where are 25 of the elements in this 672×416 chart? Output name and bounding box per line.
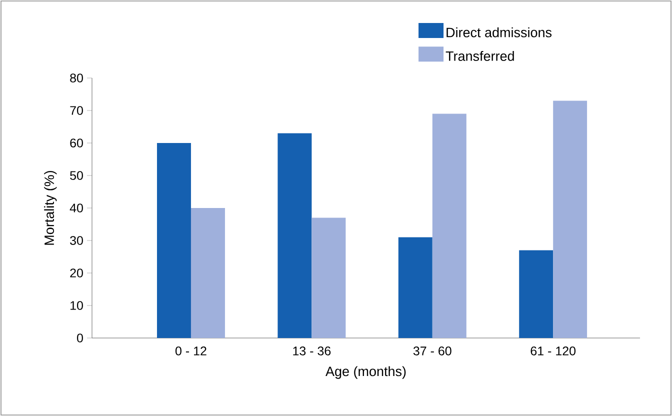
bar — [519, 250, 554, 338]
legend-label: Direct admissions — [446, 27, 552, 38]
bar — [553, 100, 588, 338]
y-tick-label: 50 — [70, 171, 83, 180]
y-tick-label: 70 — [70, 106, 83, 115]
y-axis-title: Mortality (%) — [44, 170, 57, 245]
bar — [156, 143, 191, 338]
y-tick-label: 20 — [70, 268, 83, 278]
y-tick-label: 80 — [70, 74, 83, 82]
legend-label: Transferred — [446, 51, 514, 61]
x-tick-label: 37 - 60 — [413, 346, 452, 356]
y-tick-label: 60 — [70, 138, 83, 148]
bar — [278, 133, 312, 338]
y-tick-label: 10 — [70, 301, 83, 310]
y-tick-label: 40 — [70, 204, 83, 212]
x-tick-label: 0 - 12 — [175, 346, 206, 356]
bar — [398, 237, 432, 338]
y-tick-label: 30 — [70, 236, 83, 245]
bar — [312, 218, 346, 338]
x-tick-label: 13 - 36 — [293, 346, 331, 356]
bar — [432, 114, 466, 338]
y-tick-label: 0 — [77, 334, 83, 342]
x-tick-label: 61 - 120 — [530, 346, 576, 356]
x-axis-title: Age (months) — [326, 366, 406, 379]
bar — [190, 208, 225, 338]
